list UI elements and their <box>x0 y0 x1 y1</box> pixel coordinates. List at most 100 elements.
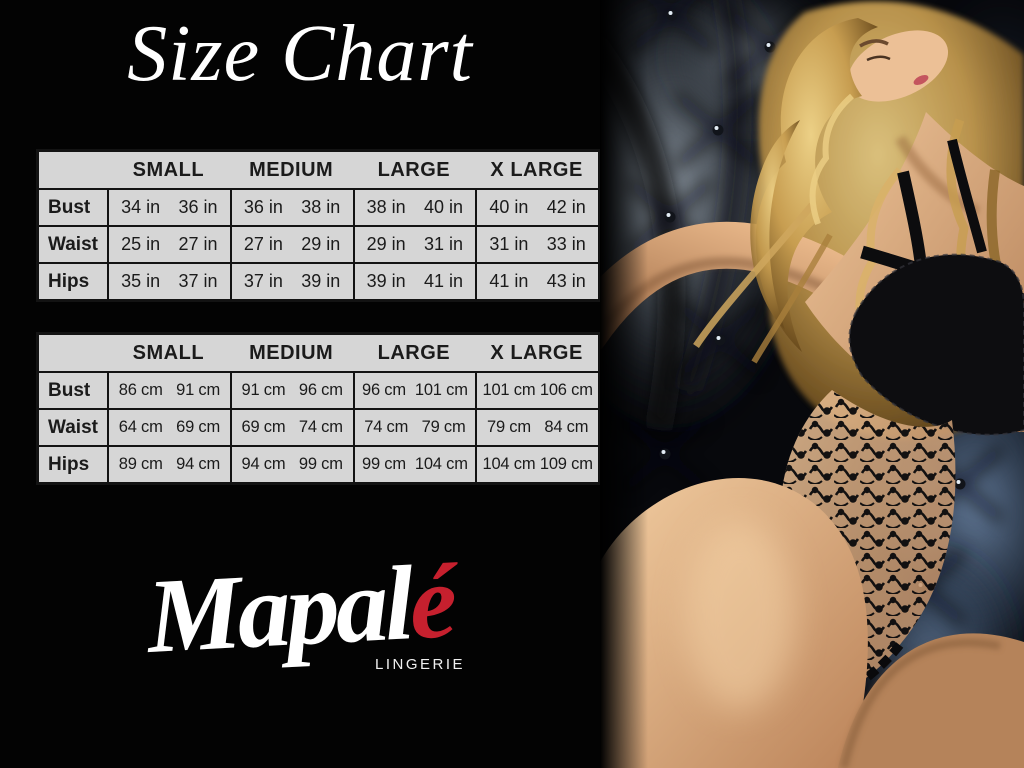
size-value: 91 cm <box>176 381 221 399</box>
size-column-header: MEDIUM <box>249 158 334 181</box>
size-range-cell: 37 in 39 in <box>229 264 353 299</box>
measurement-label: Bust <box>48 196 91 218</box>
size-value: 99 cm <box>298 455 343 473</box>
size-value: 79 cm <box>486 418 531 436</box>
size-table-header-row: SMALL MEDIUM LARGE X LARGE <box>39 335 598 371</box>
size-range-cell: 27 in 29 in <box>229 227 353 262</box>
size-range-cell: 96 cm 101 cm <box>352 373 476 408</box>
brand-logo: Mapalé LINGERIE <box>0 542 600 675</box>
size-range-cell: 40 in 42 in <box>475 190 598 225</box>
size-range-cell: 35 in 37 in <box>107 264 230 299</box>
measurement-label: Waist <box>48 233 98 255</box>
size-value: 40 in <box>489 197 529 217</box>
size-value: 40 in <box>424 197 464 217</box>
size-table-row: Bust 86 cm 91 cm 91 cm 96 cm 96 cm 101 cm 101 c… <box>39 371 598 408</box>
size-column-header: SMALL <box>132 158 205 181</box>
size-value: 74 cm <box>298 418 343 436</box>
size-value: 36 in <box>178 197 218 217</box>
size-value: 31 in <box>489 234 529 254</box>
size-value: 64 cm <box>118 418 163 436</box>
size-value: 101 cm <box>414 381 468 399</box>
size-value: 31 in <box>424 234 464 254</box>
measurement-label: Bust <box>48 379 91 401</box>
size-range-cell: 99 cm 104 cm <box>352 447 476 482</box>
measurement-label: Waist <box>48 416 98 438</box>
brand-subtitle: LINGERIE <box>374 655 466 673</box>
size-value: 35 in <box>121 271 161 291</box>
size-value: 104 cm <box>482 455 536 473</box>
model-figure <box>600 1 1024 768</box>
size-table-centimeters: SMALL MEDIUM LARGE X LARGE Bust 86 cm 91 cm 91 … <box>36 332 601 485</box>
size-value: 69 cm <box>176 418 221 436</box>
size-value: 69 cm <box>241 418 286 436</box>
size-value: 109 cm <box>539 455 593 473</box>
size-table-inches: SMALL MEDIUM LARGE X LARGE Bust 34 in 36 in 36 … <box>36 149 601 302</box>
size-range-cell: 89 cm 94 cm <box>107 447 230 482</box>
size-range-cell: 94 cm 99 cm <box>229 447 353 482</box>
info-panel: Size Chart SMALL MEDIUM LARGE X LARGE Bust 34… <box>0 10 601 675</box>
size-value: 79 cm <box>421 418 466 436</box>
size-range-cell: 29 in 31 in <box>352 227 476 262</box>
size-column-header: X LARGE <box>490 158 583 181</box>
size-range-cell: 41 in 43 in <box>475 264 598 299</box>
model-photo <box>600 0 1024 768</box>
size-value: 106 cm <box>539 381 593 399</box>
size-value: 34 in <box>121 197 161 217</box>
size-value: 42 in <box>546 197 586 217</box>
size-value: 38 in <box>366 197 406 217</box>
size-value: 37 in <box>178 271 218 291</box>
size-value: 96 cm <box>361 381 406 399</box>
size-value: 36 in <box>243 197 283 217</box>
size-value: 41 in <box>424 271 464 291</box>
size-value: 38 in <box>301 197 341 217</box>
size-column-header: SMALL <box>132 341 205 364</box>
size-value: 101 cm <box>482 381 536 399</box>
size-range-cell: 69 cm 74 cm <box>229 410 353 445</box>
size-range-cell: 38 in 40 in <box>352 190 476 225</box>
size-range-cell: 39 in 41 in <box>352 264 476 299</box>
size-value: 27 in <box>178 234 218 254</box>
size-table-corner-cell <box>39 152 107 188</box>
size-table-row: Bust 34 in 36 in 36 in 38 in 38 in 40 in 40 in 4… <box>39 188 598 225</box>
size-value: 91 cm <box>241 381 286 399</box>
size-table-header-row: SMALL MEDIUM LARGE X LARGE <box>39 152 598 188</box>
size-range-cell: 104 cm 109 cm <box>475 447 598 482</box>
size-range-cell: 34 in 36 in <box>107 190 230 225</box>
size-value: 94 cm <box>176 455 221 473</box>
size-value: 89 cm <box>118 455 163 473</box>
size-column-header: LARGE <box>377 158 451 181</box>
size-value: 33 in <box>546 234 586 254</box>
size-value: 27 in <box>243 234 283 254</box>
size-range-cell: 86 cm 91 cm <box>107 373 230 408</box>
size-column-header: MEDIUM <box>249 341 334 364</box>
size-value: 39 in <box>301 271 341 291</box>
size-table-row: Hips 89 cm 94 cm 94 cm 99 cm 99 cm 104 cm 104 c… <box>39 445 598 482</box>
size-value: 99 cm <box>361 455 406 473</box>
size-value: 29 in <box>366 234 406 254</box>
size-range-cell: 64 cm 69 cm <box>107 410 230 445</box>
size-value: 86 cm <box>118 381 163 399</box>
size-value: 74 cm <box>364 418 409 436</box>
size-column-header: X LARGE <box>490 341 583 364</box>
size-value: 104 cm <box>414 455 468 473</box>
size-range-cell: 79 cm 84 cm <box>475 410 598 445</box>
size-range-cell: 101 cm 106 cm <box>475 373 598 408</box>
size-range-cell: 74 cm 79 cm <box>352 410 476 445</box>
size-range-cell: 91 cm 96 cm <box>229 373 353 408</box>
size-value: 41 in <box>489 271 529 291</box>
size-range-cell: 36 in 38 in <box>229 190 353 225</box>
size-table-row: Waist 64 cm 69 cm 69 cm 74 cm 74 cm 79 cm 79 cm… <box>39 408 598 445</box>
measurement-label: Hips <box>48 270 90 292</box>
size-column-header: LARGE <box>377 341 451 364</box>
size-table-row: Hips 35 in 37 in 37 in 39 in 39 in 41 in 41 in 4… <box>39 262 598 299</box>
size-value: 25 in <box>121 234 161 254</box>
size-value: 84 cm <box>544 418 589 436</box>
page-title: Size Chart <box>127 10 473 98</box>
size-table-corner-cell <box>39 335 107 371</box>
size-value: 94 cm <box>241 455 286 473</box>
size-value: 43 in <box>546 271 586 291</box>
brand-wordmark-accent: é <box>406 542 456 662</box>
measurement-label: Hips <box>48 453 90 475</box>
size-value: 39 in <box>366 271 406 291</box>
